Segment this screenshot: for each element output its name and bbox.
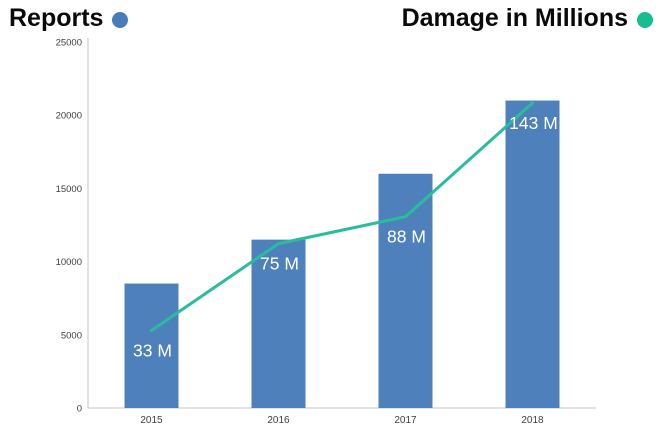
- x-axis-ticks: 2015 2016 2017 2018: [140, 415, 544, 426]
- y-tick-label: 10000: [56, 257, 82, 268]
- y-tick-label: 20000: [56, 111, 82, 122]
- x-tick-label: 2017: [394, 415, 417, 426]
- damage-legend-label: Damage in Millions: [401, 4, 628, 32]
- report-bar-2017: [378, 173, 433, 408]
- x-tick-label: 2015: [140, 415, 163, 426]
- y-tick-label: 5000: [61, 330, 82, 341]
- reports-dot-icon: [112, 12, 129, 28]
- bars-group: [124, 100, 560, 408]
- legend-damage: Damage in Millions: [402, 4, 653, 33]
- y-tick-label: 15000: [56, 184, 82, 195]
- y-tick-label: 0: [77, 404, 82, 415]
- x-tick-label: 2018: [521, 415, 544, 426]
- damage-value-label: 33 M: [133, 340, 172, 360]
- legend-reports: Reports: [9, 4, 129, 33]
- report-bar-2015: [124, 283, 179, 408]
- x-tick-label: 2016: [267, 415, 290, 426]
- damage-line: [150, 101, 534, 332]
- damage-value-label: 143 M: [509, 113, 558, 133]
- report-bar-2018: [505, 100, 560, 408]
- damage-dot-icon: [637, 12, 653, 28]
- report-bar-2016: [251, 239, 306, 408]
- reports-legend-label: Reports: [9, 4, 104, 32]
- y-tick-label: 25000: [56, 38, 82, 49]
- damage-value-labels: 33 M 75 M 88 M 143 M: [133, 113, 558, 360]
- y-axis-ticks: 0 5000 10000 15000 20000 25000: [56, 38, 82, 415]
- damage-value-label: 75 M: [260, 254, 299, 274]
- damage-value-label: 88 M: [387, 227, 426, 247]
